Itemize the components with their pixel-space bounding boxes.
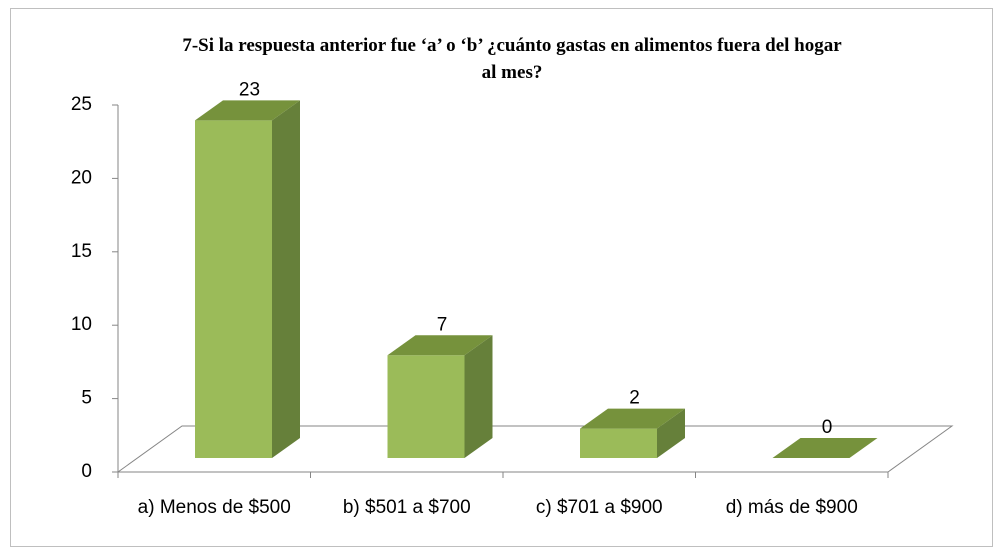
- y-tick-label: 20: [71, 167, 92, 188]
- bar: [195, 100, 300, 459]
- bar-front: [580, 428, 657, 458]
- floor: [116, 425, 954, 473]
- bar-front: [195, 120, 272, 459]
- value-label: 2: [629, 388, 640, 409]
- bar-top: [195, 100, 300, 121]
- bar: [387, 335, 493, 458]
- bar: [580, 408, 685, 458]
- chart-border: [10, 8, 993, 547]
- y-tick-label: 15: [71, 241, 92, 262]
- bar: [772, 438, 878, 458]
- y-tick-label: 5: [81, 388, 92, 409]
- y-tick-label: 10: [71, 314, 92, 335]
- x-tick-label: a) Menos de $500: [138, 497, 291, 518]
- x-tick-label: c) $701 a $900: [536, 497, 663, 518]
- bar-side: [272, 100, 300, 459]
- bar-top: [387, 335, 493, 356]
- bar-top: [580, 408, 685, 429]
- value-label: 0: [822, 417, 833, 438]
- value-label: 7: [437, 314, 448, 335]
- x-tick-label: d) más de $900: [726, 497, 858, 518]
- chart-title: 7-Si la respuesta anterior fue ‘a’ o ‘b’…: [182, 35, 842, 83]
- y-tick-label: 0: [81, 461, 92, 482]
- bar-front: [387, 355, 465, 458]
- y-tick-label: 25: [71, 94, 92, 115]
- x-tick-label: b) $501 a $700: [343, 497, 471, 518]
- bar-side: [657, 408, 685, 458]
- bar-top: [772, 438, 878, 458]
- value-label: 23: [239, 79, 260, 100]
- bar-side: [464, 335, 493, 458]
